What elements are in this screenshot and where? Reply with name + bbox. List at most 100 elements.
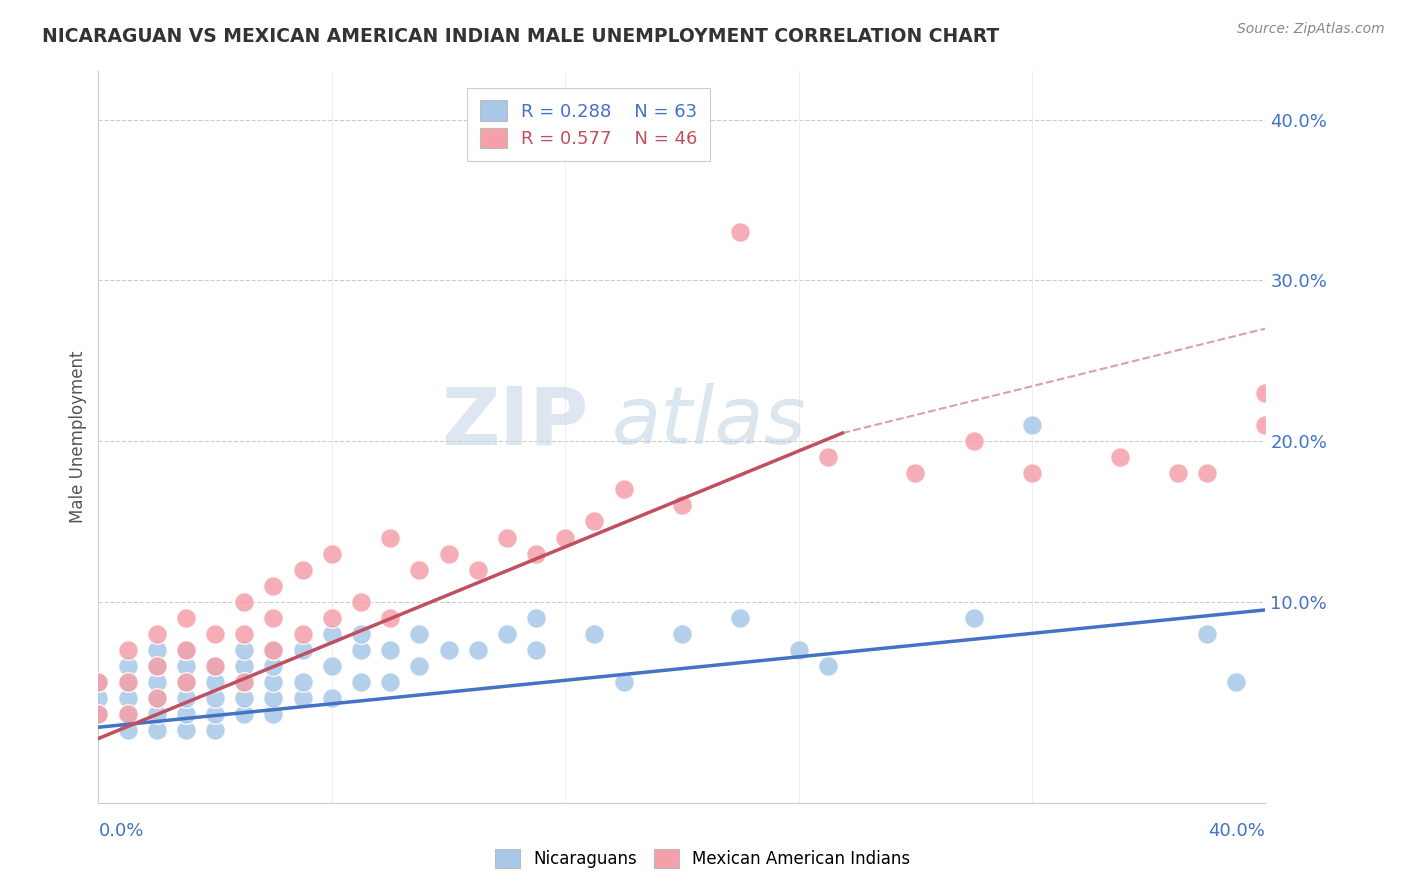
Point	[204, 659, 226, 673]
Point	[496, 627, 519, 641]
Point	[1195, 627, 1218, 641]
Point	[583, 627, 606, 641]
Point	[233, 675, 256, 690]
Point	[204, 675, 226, 690]
Point	[1254, 385, 1277, 400]
Point	[612, 675, 634, 690]
Point	[117, 707, 139, 722]
Point	[524, 643, 547, 657]
Point	[408, 563, 430, 577]
Point	[233, 659, 256, 673]
Point	[730, 225, 752, 239]
Point	[146, 691, 169, 706]
Text: ZIP: ZIP	[441, 384, 589, 461]
Point	[174, 659, 197, 673]
Point	[321, 627, 343, 641]
Point	[962, 434, 984, 449]
Point	[380, 611, 402, 625]
Point	[262, 579, 284, 593]
Point	[204, 659, 226, 673]
Point	[291, 675, 314, 690]
Point	[233, 643, 256, 657]
Point	[117, 643, 139, 657]
Point	[87, 675, 110, 690]
Point	[233, 707, 256, 722]
Point	[117, 707, 139, 722]
Point	[350, 595, 373, 609]
Point	[671, 627, 693, 641]
Point	[204, 707, 226, 722]
Point	[146, 723, 169, 738]
Point	[380, 531, 402, 545]
Point	[174, 723, 197, 738]
Point	[146, 643, 169, 657]
Point	[117, 723, 139, 738]
Point	[408, 627, 430, 641]
Point	[117, 691, 139, 706]
Point	[496, 531, 519, 545]
Point	[262, 707, 284, 722]
Text: Source: ZipAtlas.com: Source: ZipAtlas.com	[1237, 22, 1385, 37]
Point	[1021, 467, 1043, 481]
Point	[408, 659, 430, 673]
Y-axis label: Male Unemployment: Male Unemployment	[69, 351, 87, 524]
Text: atlas: atlas	[612, 384, 807, 461]
Point	[321, 547, 343, 561]
Point	[524, 611, 547, 625]
Point	[1284, 467, 1306, 481]
Point	[262, 643, 284, 657]
Point	[524, 547, 547, 561]
Point	[1225, 675, 1247, 690]
Point	[87, 707, 110, 722]
Point	[174, 643, 197, 657]
Point	[146, 707, 169, 722]
Point	[233, 627, 256, 641]
Point	[262, 643, 284, 657]
Point	[174, 675, 197, 690]
Point	[204, 691, 226, 706]
Point	[87, 675, 110, 690]
Point	[146, 675, 169, 690]
Point	[174, 707, 197, 722]
Point	[350, 675, 373, 690]
Point	[291, 563, 314, 577]
Point	[321, 691, 343, 706]
Point	[146, 627, 169, 641]
Point	[87, 707, 110, 722]
Point	[233, 675, 256, 690]
Point	[321, 611, 343, 625]
Point	[291, 627, 314, 641]
Point	[291, 691, 314, 706]
Point	[174, 643, 197, 657]
Point	[380, 675, 402, 690]
Point	[146, 691, 169, 706]
Point	[583, 515, 606, 529]
Point	[204, 723, 226, 738]
Point	[817, 659, 839, 673]
Point	[787, 643, 810, 657]
Text: 40.0%: 40.0%	[1209, 822, 1265, 840]
Point	[233, 595, 256, 609]
Point	[904, 467, 927, 481]
Point	[350, 627, 373, 641]
Point	[204, 627, 226, 641]
Point	[612, 483, 634, 497]
Point	[117, 675, 139, 690]
Legend: R = 0.288    N = 63, R = 0.577    N = 46: R = 0.288 N = 63, R = 0.577 N = 46	[467, 87, 710, 161]
Point	[671, 499, 693, 513]
Point	[380, 643, 402, 657]
Point	[291, 643, 314, 657]
Point	[1167, 467, 1189, 481]
Point	[730, 611, 752, 625]
Point	[437, 547, 460, 561]
Point	[262, 659, 284, 673]
Point	[146, 659, 169, 673]
Point	[962, 611, 984, 625]
Legend: Nicaraguans, Mexican American Indians: Nicaraguans, Mexican American Indians	[489, 842, 917, 875]
Point	[1021, 417, 1043, 432]
Point	[1195, 467, 1218, 481]
Point	[233, 691, 256, 706]
Point	[350, 643, 373, 657]
Point	[174, 611, 197, 625]
Point	[467, 643, 489, 657]
